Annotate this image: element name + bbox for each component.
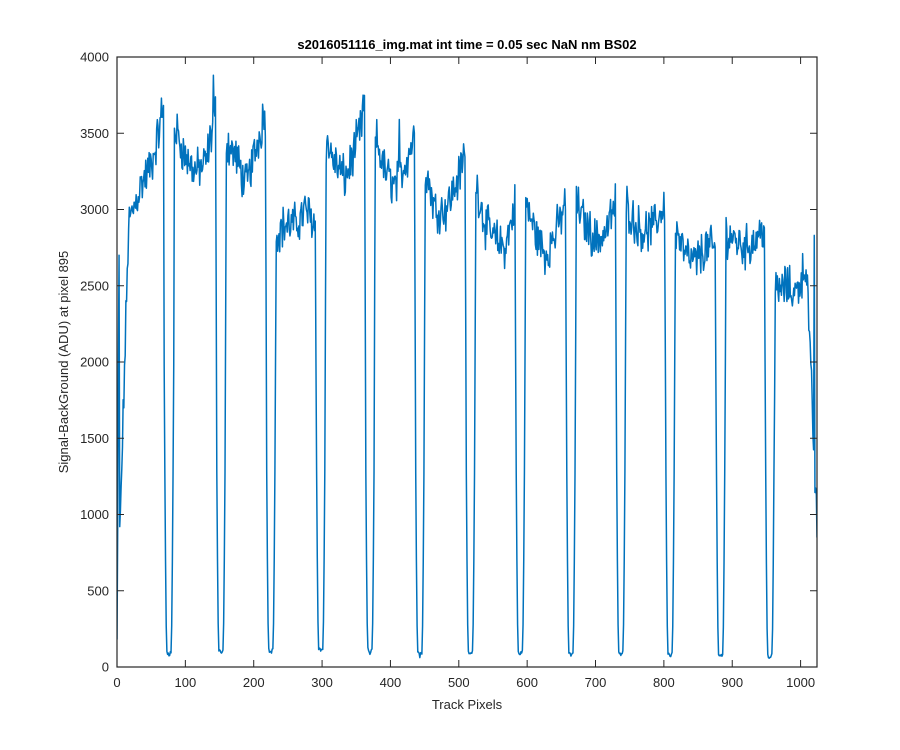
y-tick-label: 500: [87, 583, 109, 598]
y-axis-ticks: 0 500 1000 1500 2000 2500 3000 3500 4000: [80, 50, 817, 675]
y-tick-label: 3000: [80, 202, 109, 217]
y-tick-label: 2500: [80, 278, 109, 293]
y-tick-label: 1500: [80, 431, 109, 446]
y-tick-label: 1000: [80, 507, 109, 522]
series-layer: [117, 74, 817, 659]
x-tick-label: 400: [380, 675, 402, 690]
x-tick-label: 1000: [786, 675, 815, 690]
y-tick-label: 2000: [80, 355, 109, 370]
x-tick-label: 900: [721, 675, 743, 690]
chart-title: s2016051116_img.mat int time = 0.05 sec …: [297, 37, 636, 52]
signal-series-line: [117, 74, 817, 659]
y-axis-label: Signal-BackGround (ADU) at pixel 895: [56, 251, 71, 474]
x-tick-label: 0: [113, 675, 120, 690]
x-axis-label: Track Pixels: [432, 697, 503, 712]
y-tick-label: 3500: [80, 126, 109, 141]
x-tick-label: 500: [448, 675, 470, 690]
x-axis-ticks: 0 100 200 300 400 500 600 700 800 900 1000: [113, 57, 815, 690]
y-tick-label: 0: [102, 660, 109, 675]
x-tick-label: 200: [243, 675, 265, 690]
x-tick-label: 700: [585, 675, 607, 690]
x-tick-label: 600: [516, 675, 538, 690]
y-tick-label: 4000: [80, 50, 109, 65]
x-tick-label: 100: [175, 675, 197, 690]
x-tick-label: 800: [653, 675, 675, 690]
x-tick-label: 300: [311, 675, 333, 690]
